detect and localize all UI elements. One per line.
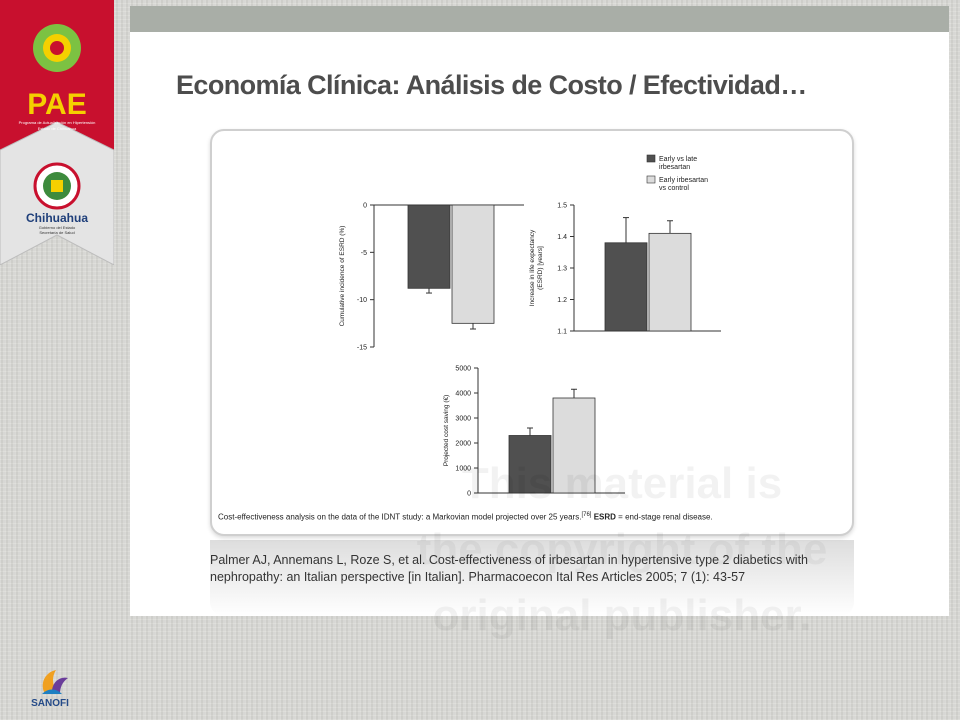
life-expectancy-tick-label-2: 1.3 [557, 266, 567, 273]
cost-saving-ylabel: Projected cost saving (€) [443, 395, 450, 467]
cost-saving-bar-0 [508, 435, 552, 494]
chihuahua-seal-icon [33, 162, 81, 210]
caption-ref: [76] [581, 512, 592, 518]
pae-subtitle-1: Programa de Actualización en Hipertensió… [19, 120, 96, 125]
legend-label-0-line-2: irbesartan [659, 164, 690, 171]
legend-swatch-1 [646, 175, 656, 184]
caption-main: Cost-effectiveness analysis on the data … [218, 512, 582, 522]
sanofi-logo: SANOFI [22, 664, 78, 714]
slide: Economía Clínica: Análisis de Costo / Ef… [130, 6, 949, 640]
cost-saving-tick-label-0: 0 [467, 491, 471, 498]
chihuahua-sub-1: Gobierno del Estado [39, 225, 76, 230]
chihuahua-sub-2: Secretaría de Salud [39, 230, 74, 235]
cumulative-incidence-bar-0 [407, 204, 451, 289]
slide-top-bar [130, 6, 949, 32]
figure-caption: Cost-effectiveness analysis on the data … [218, 512, 713, 522]
life-expectancy-bar-0 [604, 242, 648, 332]
figure-reflection [210, 540, 854, 616]
reference-line-2: nephropathy: an Italian perspective [in … [210, 570, 746, 584]
life-expectancy-tick-label-1: 1.2 [557, 297, 567, 304]
cost-saving-tick-label-4: 4000 [455, 391, 471, 398]
cumulative-incidence-bar-1 [451, 204, 495, 324]
cumulative-incidence-ylabel: Cumulative incidence of ESRD (%) [339, 226, 346, 327]
life-expectancy-ylabel-line-1: Increase in life expectancy [529, 229, 536, 306]
caption-def: = end-stage renal disease. [618, 512, 713, 522]
cost-saving-tick-label-3: 3000 [455, 416, 471, 423]
life-expectancy-tick-label-0: 1.1 [557, 329, 567, 336]
sanofi-bird-icon [42, 670, 68, 694]
legend-label-1-line-1: Early irbesartan [659, 177, 708, 184]
cost-saving-tick-label-5: 5000 [455, 366, 471, 373]
charts-svg: 0 -5 -10 -15 Cumulative incidence of ESRD (%… [339, 154, 721, 498]
figure-panel: 0 -5 -10 -15 Cumulative incidence of ESRD (%… [210, 129, 854, 640]
cumulative-incidence-tick-label-2: -10 [357, 297, 367, 304]
life-expectancy-bar-1 [648, 232, 692, 332]
reference-citation: Palmer AJ, Annemans L, Roze S, et al. Co… [210, 552, 900, 586]
cumulative-incidence-tick-label-3: -15 [357, 345, 367, 352]
cost-saving-tick-label-1: 1000 [455, 466, 471, 473]
sun-logo-icon [33, 24, 81, 72]
life-expectancy-ylabel-line-2: (ESRD) [years] [537, 246, 544, 290]
chihuahua-text: Chihuahua [26, 211, 88, 225]
life-expectancy-tick-label-4: 1.5 [557, 203, 567, 210]
reference-line-1: Palmer AJ, Annemans L, Roze S, et al. Co… [210, 553, 808, 567]
cost-saving-bar-1 [552, 397, 596, 494]
sanofi-text: SANOFI [31, 698, 69, 709]
slide-title: Economía Clínica: Análisis de Costo / Ef… [176, 70, 807, 100]
legend-swatch-0 [646, 154, 656, 163]
pae-ribbon: PAE Programa de Actualización en Hiperte… [0, 0, 114, 265]
cumulative-incidence-tick-label-0: 0 [363, 203, 367, 210]
legend-label-1-line-2: vs control [659, 185, 689, 192]
cumulative-incidence-tick-label-1: -5 [361, 250, 367, 257]
legend-label-0-line-1: Early vs late [659, 156, 697, 163]
life-expectancy-tick-label-3: 1.4 [557, 234, 567, 241]
cost-saving-tick-label-2: 2000 [455, 441, 471, 448]
caption-abbr: ESRD [593, 512, 616, 522]
pae-logo-text: PAE [27, 88, 86, 121]
pae-subtitle-2: Estado de Chihuahua [38, 126, 77, 131]
